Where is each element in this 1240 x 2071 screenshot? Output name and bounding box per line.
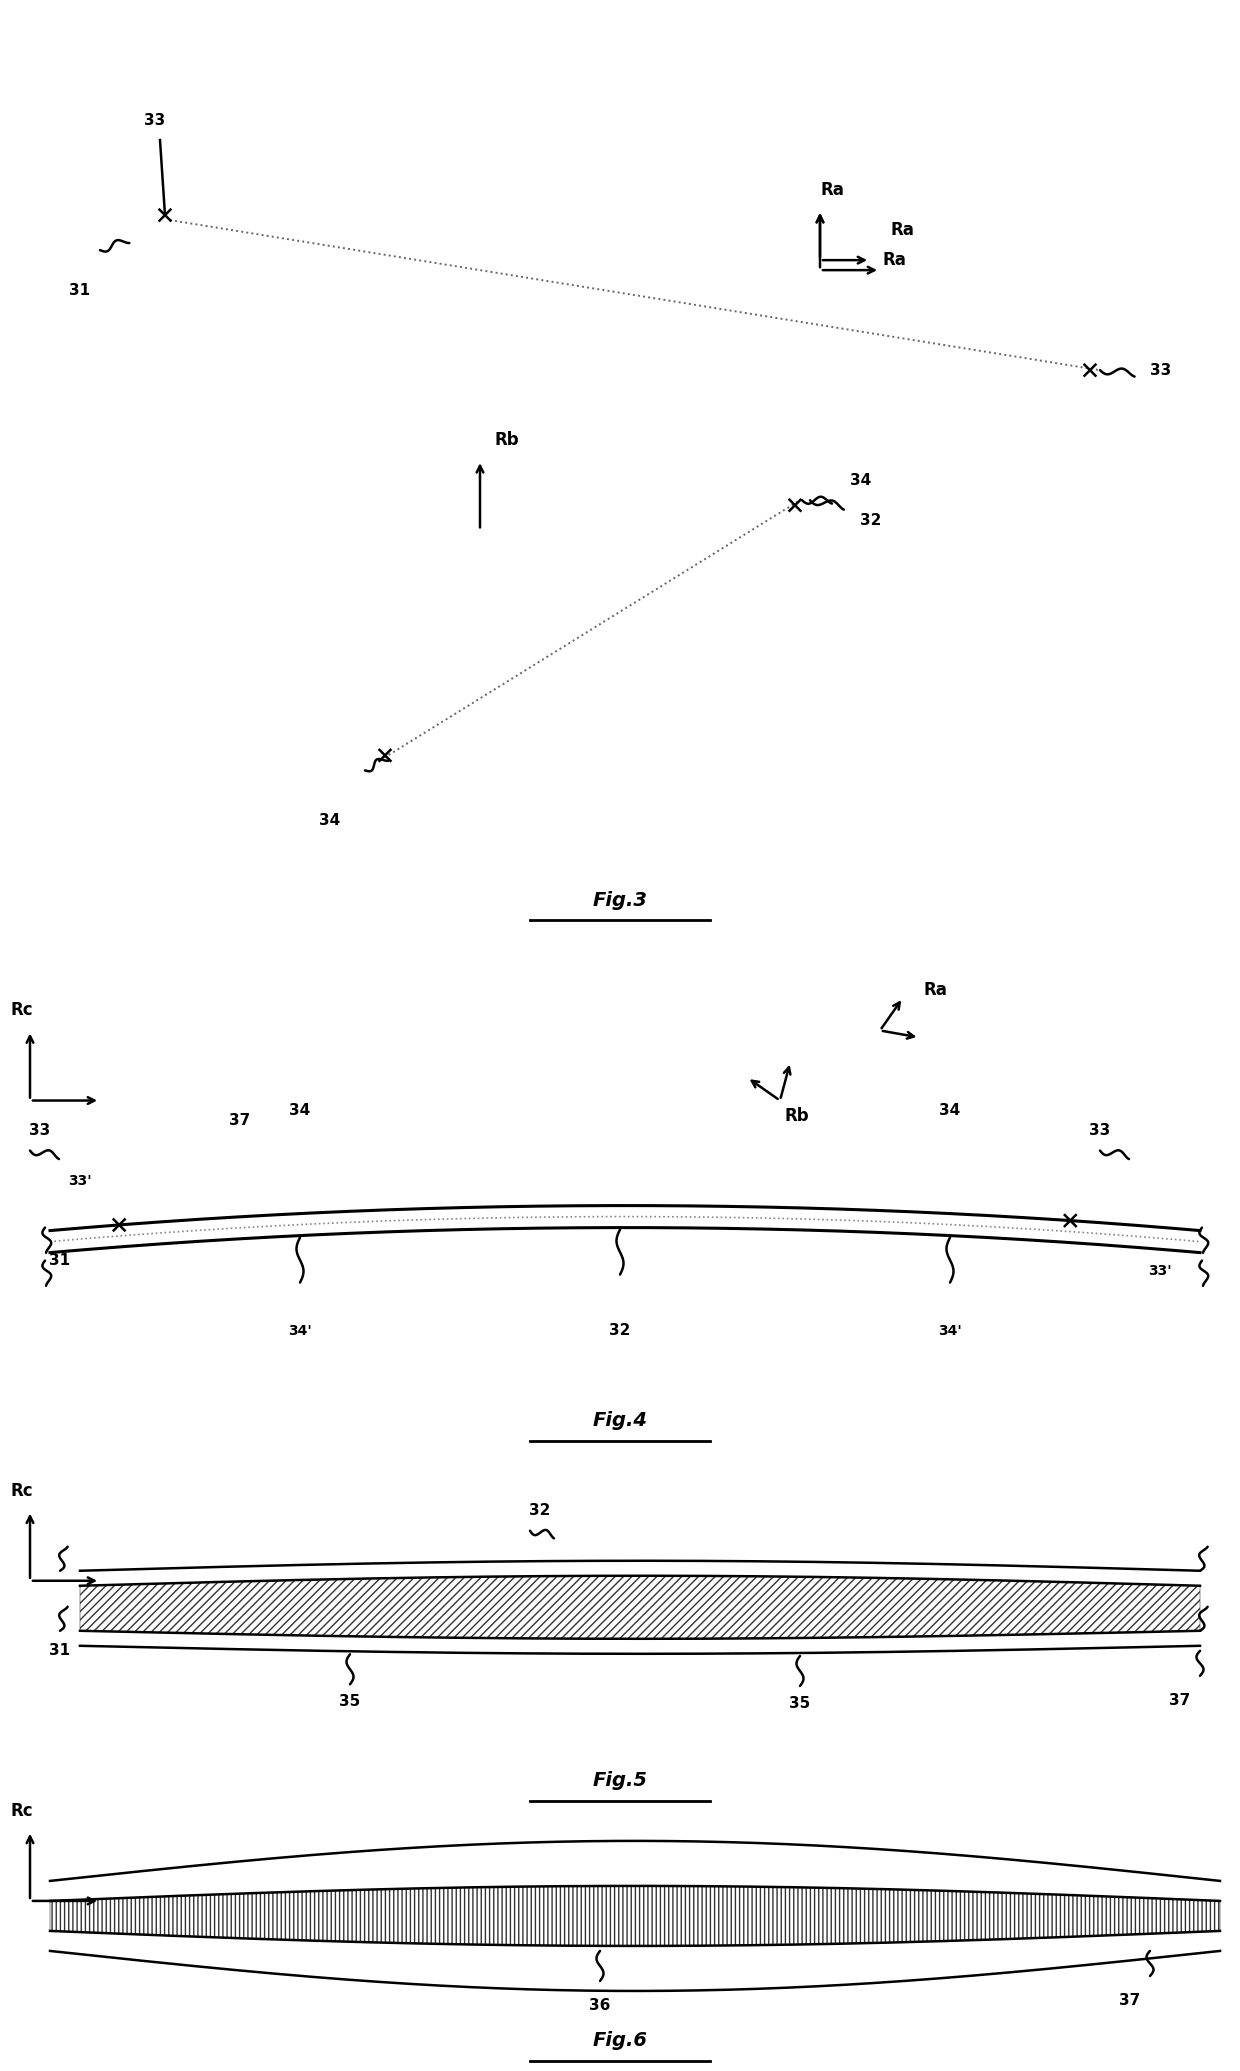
Text: 35: 35 xyxy=(790,1696,811,1711)
Text: 37: 37 xyxy=(1169,1694,1190,1709)
Text: 33: 33 xyxy=(1090,1122,1111,1139)
Text: 34': 34' xyxy=(939,1323,962,1338)
Text: 37: 37 xyxy=(229,1112,250,1129)
Text: 31: 31 xyxy=(50,1253,71,1267)
Text: 33: 33 xyxy=(30,1122,51,1139)
Text: 31: 31 xyxy=(69,282,91,298)
Text: Ra: Ra xyxy=(924,980,947,998)
Text: Ra: Ra xyxy=(820,180,844,199)
Text: Fig.3: Fig.3 xyxy=(593,891,647,909)
Text: Fig.4: Fig.4 xyxy=(593,1410,647,1431)
Text: Rb: Rb xyxy=(785,1106,810,1125)
Text: 36: 36 xyxy=(589,1999,610,2013)
Text: 35: 35 xyxy=(340,1694,361,1709)
Polygon shape xyxy=(81,1576,1200,1638)
Text: Rc: Rc xyxy=(10,1002,32,1019)
Text: 34: 34 xyxy=(940,1104,961,1118)
Text: 33: 33 xyxy=(1149,362,1172,377)
Text: 34': 34' xyxy=(288,1323,312,1338)
Text: 34: 34 xyxy=(289,1104,311,1118)
Text: Rc: Rc xyxy=(10,1481,32,1499)
Text: Rb: Rb xyxy=(495,431,520,449)
Text: 31: 31 xyxy=(50,1642,71,1659)
Text: 34: 34 xyxy=(849,472,872,489)
Text: Ra: Ra xyxy=(882,251,906,269)
Text: Rc: Rc xyxy=(10,1802,32,1820)
Polygon shape xyxy=(50,1887,1220,1947)
Text: 32: 32 xyxy=(861,514,882,528)
Text: 34: 34 xyxy=(320,814,341,828)
Text: 33': 33' xyxy=(68,1174,92,1187)
Text: Fig.5: Fig.5 xyxy=(593,1771,647,1789)
Text: Fig.6: Fig.6 xyxy=(593,2032,647,2050)
Text: 33': 33' xyxy=(1148,1263,1172,1278)
Text: 32: 32 xyxy=(529,1504,551,1518)
Text: Ra: Ra xyxy=(890,222,914,238)
Text: 32: 32 xyxy=(609,1323,631,1338)
Text: 37: 37 xyxy=(1120,1994,1141,2009)
Text: 33: 33 xyxy=(144,112,166,128)
